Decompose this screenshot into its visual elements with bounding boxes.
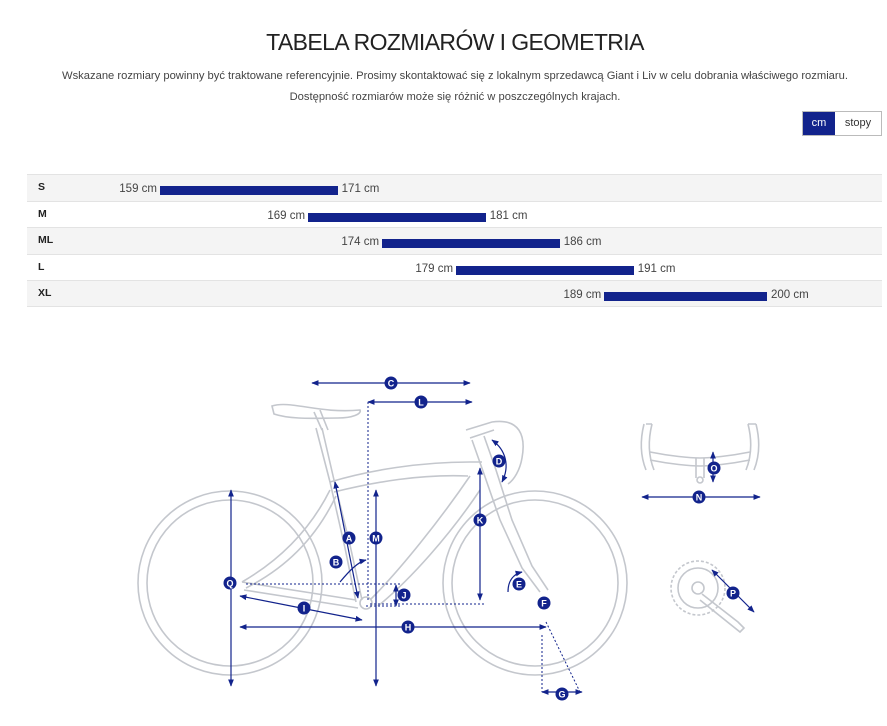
geometry-marker-q: Q [223,576,237,590]
geometry-marker-o: O [707,461,721,475]
unit-toggle: cm stopy [802,111,882,136]
geometry-marker-d: D [492,454,506,468]
svg-text:G: G [558,690,565,700]
size-label: M [38,207,47,220]
geometry-marker-f: F [537,596,551,610]
geometry-marker-e: E [512,577,526,591]
reference-lines [246,402,581,693]
geometry-markers: A B C D E F G H I J K L M N O P Q [223,376,740,701]
svg-text:I: I [303,604,306,614]
range-bar [308,212,486,222]
range-bar [456,265,634,275]
page-title: TABELA ROZMIARÓW I GEOMETRIA [266,29,644,56]
geometry-marker-m: M [369,531,383,545]
geometry-marker-l: L [414,395,428,409]
size-label: L [38,260,45,273]
geometry-marker-g: G [555,687,569,701]
notice-line-1: Wskazane rozmiary powinny być traktowane… [62,70,848,82]
svg-text:C: C [388,379,395,389]
range-min: 189 cm [563,289,602,302]
size-row: XL 189 cm 200 cm [27,280,882,307]
geometry-marker-h: H [401,620,415,634]
size-row: M 169 cm 181 cm [27,200,882,228]
geometry-marker-a: A [342,531,356,545]
svg-text:Q: Q [226,579,233,589]
unit-cm-button[interactable]: cm [803,112,835,135]
range-min: 169 cm [267,209,306,222]
geometry-marker-k: K [473,513,487,527]
svg-text:F: F [541,599,547,609]
size-label: S [38,181,46,193]
svg-text:A: A [346,534,353,544]
geometry-diagram: A B C D E F G H I J K L M N O P Q [137,376,761,701]
svg-text:E: E [516,580,522,590]
range-max: 171 cm [341,183,380,195]
svg-text:H: H [405,623,412,633]
notice-line-2: Dostępność rozmiarów może się różnić w p… [289,91,621,103]
size-label: XL [38,287,52,300]
range-max: 186 cm [563,236,602,249]
svg-text:N: N [696,493,703,503]
geometry-marker-j: J [397,588,411,602]
svg-text:D: D [496,457,503,467]
range-bar [382,239,560,249]
size-row: ML 174 cm 186 cm [27,227,882,254]
svg-text:P: P [730,589,736,599]
svg-text:O: O [710,464,717,474]
geometry-marker-c: C [384,376,398,390]
unit-feet-button[interactable]: stopy [835,112,881,135]
size-row: L 179 cm 191 cm [27,253,882,281]
range-bar [604,292,767,302]
range-min: 159 cm [119,183,157,195]
size-table: S 159 cm 171 cm M 169 cm 181 cm ML 174 cm 186 cm… [27,174,882,307]
svg-text:M: M [372,534,380,544]
geometry-marker-i: I [297,601,311,615]
svg-text:B: B [333,558,340,568]
size-label: ML [38,234,54,247]
size-row: S 159 cm 171 cm [27,174,882,201]
svg-text:J: J [401,591,406,601]
geometry-marker-b: B [329,555,343,569]
svg-text:L: L [418,398,424,408]
range-bar [160,186,338,195]
range-max: 181 cm [489,209,528,222]
range-min: 179 cm [415,262,454,275]
geometry-marker-n: N [692,490,706,504]
range-max: 191 cm [637,262,676,275]
svg-text:K: K [477,516,484,526]
range-min: 174 cm [341,236,380,249]
range-max: 200 cm [771,289,809,302]
geometry-marker-p: P [726,586,740,600]
size-notice: Wskazane rozmiary powinny być traktowane… [0,66,887,108]
